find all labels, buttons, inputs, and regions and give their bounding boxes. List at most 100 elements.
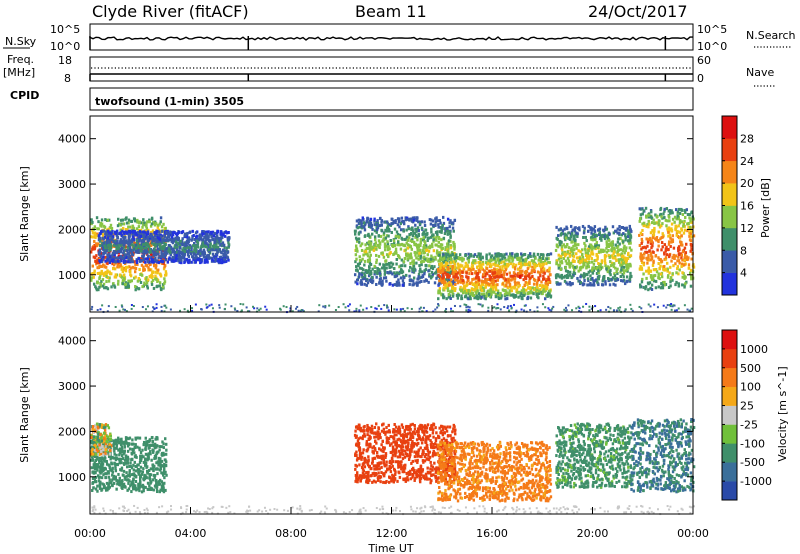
echo-cell (396, 254, 400, 258)
echo-cell (360, 226, 364, 230)
echo-cell (668, 303, 671, 306)
echo-cell (620, 252, 624, 256)
echo-cell (616, 240, 620, 244)
echo-cell (443, 227, 447, 231)
echo-cell (535, 292, 538, 296)
echo-cell (519, 262, 522, 266)
echo-cell (256, 307, 259, 310)
echo-cell (461, 256, 464, 260)
echo-cell (402, 276, 405, 280)
echo-cell (585, 302, 588, 305)
echo-cell (629, 264, 632, 268)
echo-cell (368, 234, 371, 238)
echo-cell (566, 242, 569, 246)
echo-cell (648, 222, 651, 226)
echo-cell (106, 254, 110, 258)
echo-cell (199, 258, 202, 262)
echo-cell (214, 256, 217, 260)
cpid-program: twofsound (1-min) 3505 (95, 95, 244, 108)
echo-cell (563, 227, 566, 231)
echo-cell (404, 252, 408, 256)
echo-cell (439, 256, 442, 260)
echo-cell (358, 258, 362, 262)
echo-cell (602, 278, 605, 282)
date-title: 24/Oct/2017 (588, 2, 688, 21)
echo-cell (565, 227, 569, 231)
echo-cell (450, 250, 454, 254)
echo-cell (93, 243, 96, 247)
echo-cell (490, 281, 493, 285)
echo-cell (638, 243, 642, 247)
echo-cell (373, 219, 376, 223)
echo-cell (667, 248, 670, 252)
echo-cell (440, 238, 443, 242)
echo-cell (395, 274, 399, 278)
echo-cell (575, 307, 578, 310)
echo-cell (429, 218, 433, 222)
echo-cell (419, 267, 422, 271)
echo-cell (528, 252, 532, 256)
echo-cell (215, 253, 219, 257)
echo-cell (561, 248, 564, 252)
echo-cell (511, 252, 514, 256)
echo-cell (580, 248, 584, 252)
echo-cell (225, 246, 229, 250)
echo-cell (583, 226, 586, 230)
echo-cell (106, 310, 109, 313)
echo-cell (594, 305, 597, 308)
echo-cell (186, 236, 189, 240)
echo-cell (112, 243, 115, 247)
echo-cell (473, 288, 476, 292)
echo-cell (178, 250, 182, 254)
echo-cell (496, 291, 500, 295)
echo-cell (387, 234, 390, 238)
echo-cell (529, 288, 532, 292)
echo-cell (163, 310, 166, 313)
echo-cell (376, 219, 379, 223)
echo-cell (432, 239, 435, 243)
echo-cell (219, 230, 223, 234)
echo-cell (493, 290, 496, 294)
echo-cell (588, 309, 591, 312)
echo-cell (509, 262, 513, 266)
echo-cell (573, 243, 577, 247)
echo-cell (642, 272, 645, 276)
echo-cell (520, 289, 524, 293)
echo-cell (443, 254, 447, 258)
echo-cell (191, 309, 194, 312)
echo-cell (465, 289, 469, 293)
echo-cell (453, 247, 456, 251)
echo-cell (119, 231, 122, 235)
echo-cell (485, 278, 488, 282)
echo-cell (601, 265, 604, 269)
echo-cell (144, 260, 147, 264)
echo-cell (447, 239, 451, 243)
echo-cell (408, 278, 412, 282)
echo-cell (475, 285, 478, 289)
echo-cell (592, 281, 596, 285)
echo-cell (678, 211, 682, 215)
echo-cell (644, 250, 647, 254)
echo-cell (114, 305, 117, 308)
echo-cell (592, 279, 595, 283)
echo-cell (558, 264, 562, 268)
echo-cell (375, 260, 378, 264)
echo-cell (683, 209, 686, 213)
echo-cell (639, 256, 643, 260)
echo-cell (479, 257, 482, 261)
echo-cell (370, 279, 373, 283)
echo-cell (641, 277, 644, 281)
echo-cell (322, 305, 325, 308)
echo-cell (662, 304, 665, 307)
echo-cell (540, 268, 543, 272)
echo-cell (126, 265, 129, 269)
echo-cell (413, 267, 416, 271)
echo-cell (476, 274, 479, 278)
echo-cell (450, 221, 454, 225)
echo-cell (591, 238, 595, 242)
echo-cell (566, 250, 569, 254)
echo-cell (573, 259, 576, 263)
echo-cell (536, 252, 540, 256)
echo-cell (207, 254, 210, 258)
echo-cell (393, 308, 396, 311)
